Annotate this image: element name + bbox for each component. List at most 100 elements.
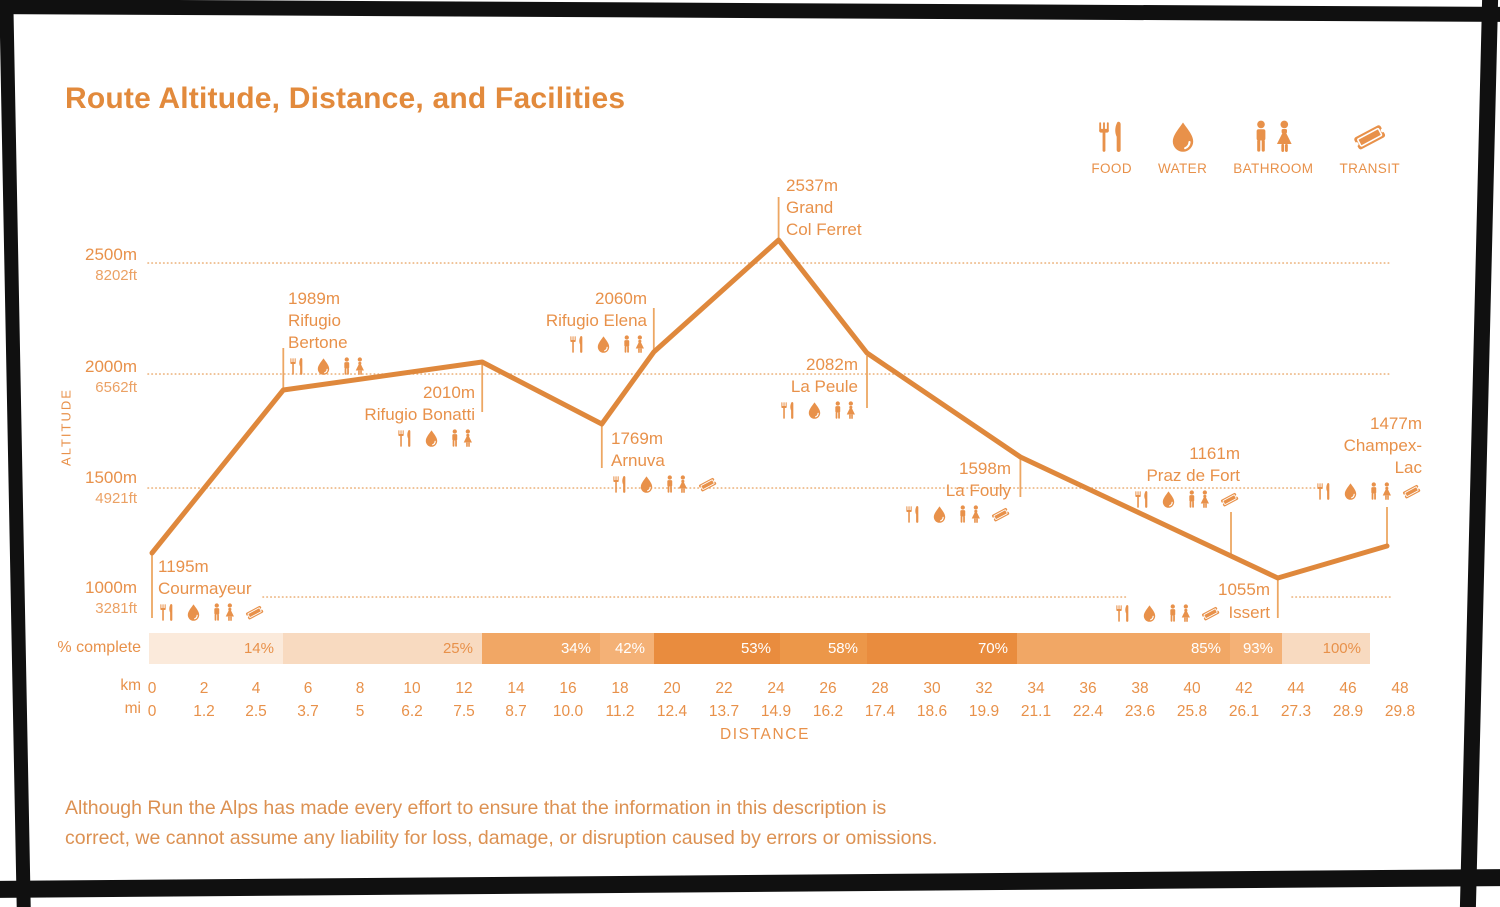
km-value: 44 xyxy=(1287,680,1305,697)
bathroom-icon xyxy=(1166,604,1193,623)
food-icon xyxy=(1315,482,1334,501)
waypoint-text: 2082m xyxy=(806,355,858,374)
legend-label-water: WATER xyxy=(1157,161,1208,176)
distance-tick-km-44: 44 27.3 xyxy=(1270,677,1322,723)
legend-label-food: FOOD xyxy=(1091,161,1132,176)
altitude-tick-1500m: 1500m 4921ft xyxy=(41,467,137,509)
bathroom-icon xyxy=(663,475,690,494)
distance-axis-title: DISTANCE xyxy=(719,726,811,743)
waypoint-facility-icons xyxy=(158,601,265,623)
bathroom-icon xyxy=(210,603,237,622)
waypoint-text: Courmayeur xyxy=(158,579,252,598)
waypoint-text: 2537m xyxy=(786,176,838,195)
km-value: 24 xyxy=(767,680,785,697)
water-icon xyxy=(1341,482,1360,501)
mi-value: 11.2 xyxy=(605,703,635,720)
mi-value: 10.0 xyxy=(552,703,584,720)
waypoint-champex-lac: 1477m Champex- Lac xyxy=(1315,413,1422,502)
transit-icon xyxy=(244,603,265,622)
distance-tick-km-2: 2 1.2 xyxy=(178,677,230,723)
waypoint-la-peule: 2082m La Peule xyxy=(779,354,858,421)
percent-segment-58%: 58% xyxy=(780,633,867,664)
waypoint-rifugio-bonatti: 2010m Rifugio Bonatti xyxy=(364,382,475,449)
waypoint-text: Arnuva xyxy=(611,451,665,470)
food-icon xyxy=(396,429,415,448)
altitude-tick-ft: 8202ft xyxy=(95,267,137,284)
waypoint-text: Rifugio xyxy=(288,311,341,330)
facilities-legend: FOOD WATER BATHROOM TRANSIT xyxy=(1091,120,1400,176)
water-icon xyxy=(184,603,203,622)
km-value: 20 xyxy=(663,680,681,697)
legend-item-bathroom: BATHROOM xyxy=(1233,120,1313,176)
waypoint-text: 1477m xyxy=(1370,414,1422,433)
waypoint-la-fouly: 1598m La Fouly xyxy=(904,458,1011,525)
bathroom-icon xyxy=(1185,490,1212,509)
km-value: 0 xyxy=(147,680,157,697)
water-icon xyxy=(314,357,333,376)
mi-value: 28.9 xyxy=(1332,703,1364,720)
bathroom-icon xyxy=(956,505,983,524)
km-value: 48 xyxy=(1391,680,1409,697)
food-icon xyxy=(904,505,923,524)
waypoint-text: Issert xyxy=(1228,603,1270,622)
food-icon xyxy=(1114,604,1133,623)
distance-tick-km-40: 40 25.8 xyxy=(1166,677,1218,723)
distance-tick-km-12: 12 7.5 xyxy=(438,677,490,723)
waypoint-text: Rifugio Bonatti xyxy=(364,405,475,424)
percent-complete-label: % complete xyxy=(57,639,141,656)
distance-tick-km-26: 26 16.2 xyxy=(802,677,854,723)
km-value: 32 xyxy=(975,680,993,697)
waypoint-text: 1195m xyxy=(158,557,209,576)
waypoint-rifugio-bertone: 1989m Rifugio Bertone xyxy=(288,288,367,377)
bathroom-icon xyxy=(448,429,475,448)
km-value: 10 xyxy=(403,680,421,697)
distance-tick-km-14: 14 8.7 xyxy=(490,677,542,723)
percent-segment-42%: 42% xyxy=(600,633,654,664)
waypoint-praz-de-fort: 1161m Praz de Fort xyxy=(1133,443,1240,510)
waypoint-text: La Peule xyxy=(790,377,858,396)
waypoint-rifugio-elena: 2060m Rifugio Elena xyxy=(546,288,647,355)
waypoint-facility-icons: Issert xyxy=(1114,602,1270,624)
bathroom-icon xyxy=(831,401,858,420)
distance-tick-km-18: 18 11.2 xyxy=(594,677,646,723)
transit-icon xyxy=(990,505,1011,524)
mi-value: 21.1 xyxy=(1020,703,1052,720)
food-icon xyxy=(568,335,587,354)
percent-segment-53%: 53% xyxy=(654,633,780,664)
disclaimer-line-2: correct, we cannot assume any liability … xyxy=(65,827,938,849)
waypoint-facility-icons xyxy=(546,333,647,355)
mi-value: 29.8 xyxy=(1384,703,1416,720)
km-value: 18 xyxy=(611,680,629,697)
mi-value: 1.2 xyxy=(193,703,215,720)
km-value: 8 xyxy=(355,680,365,697)
km-value: 30 xyxy=(923,680,941,697)
mi-row-label: mi xyxy=(124,700,141,717)
waypoint-facility-icons xyxy=(611,473,718,495)
waypoint-facility-icons xyxy=(364,427,475,449)
mi-value: 8.7 xyxy=(505,703,527,720)
percent-segment-25%: 25% xyxy=(283,633,482,664)
km-row-label: km xyxy=(120,677,141,694)
waypoint-courmayeur: 1195m Courmayeur xyxy=(158,556,265,623)
waypoint-text: Col Ferret xyxy=(786,220,862,239)
water-icon xyxy=(594,335,613,354)
legend-item-food: FOOD xyxy=(1091,120,1132,176)
water-icon xyxy=(805,401,824,420)
food-icon xyxy=(288,357,307,376)
mi-value: 6.2 xyxy=(401,703,423,720)
water-icon xyxy=(1159,490,1178,509)
waypoint-text: Lac xyxy=(1394,458,1422,477)
percent-segment-100%: 100% xyxy=(1282,633,1370,664)
distance-tick-km-24: 24 14.9 xyxy=(750,677,802,723)
waypoint-arnuva: 1769m Arnuva xyxy=(611,428,718,495)
waypoint-text: 2060m xyxy=(595,289,647,308)
percent-segment-70%: 70% xyxy=(867,633,1017,664)
altitude-tick-m: 1000m xyxy=(85,578,137,597)
mi-value: 13.7 xyxy=(708,703,740,720)
distance-tick-km-16: 16 10.0 xyxy=(542,677,594,723)
waypoint-text: Rifugio Elena xyxy=(545,311,647,330)
legend-item-water: WATER xyxy=(1158,120,1207,176)
mi-value: 3.7 xyxy=(297,703,319,720)
